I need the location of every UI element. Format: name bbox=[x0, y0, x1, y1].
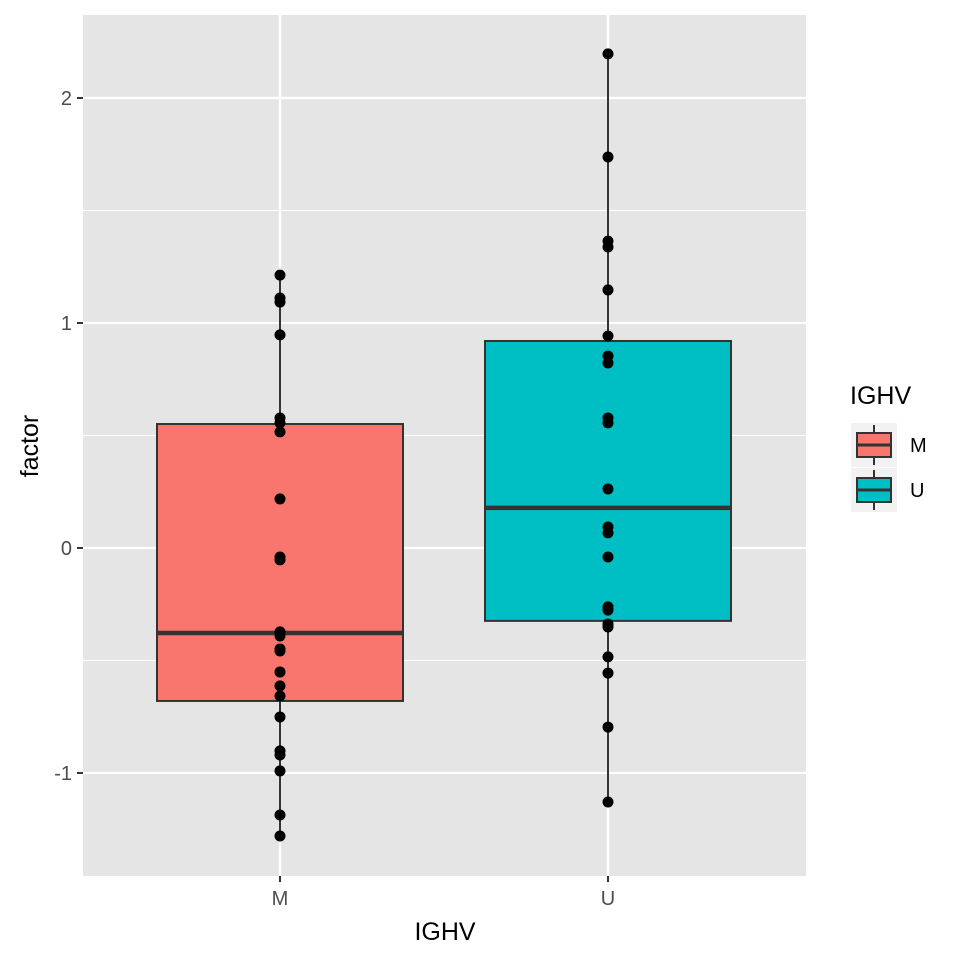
data-point bbox=[602, 483, 614, 495]
data-point bbox=[274, 426, 286, 438]
y-tick-label: 1 bbox=[61, 313, 72, 335]
data-point bbox=[274, 296, 286, 308]
data-point bbox=[602, 241, 614, 253]
data-point bbox=[602, 48, 614, 60]
data-point bbox=[602, 330, 614, 342]
legend-label: U bbox=[910, 480, 924, 502]
data-point bbox=[274, 417, 286, 429]
data-point bbox=[274, 765, 286, 777]
data-point bbox=[602, 284, 614, 296]
data-point bbox=[602, 621, 614, 633]
data-point bbox=[274, 830, 286, 842]
data-point bbox=[274, 554, 286, 566]
y-tick-label: 2 bbox=[61, 88, 72, 110]
box-U bbox=[484, 339, 732, 622]
x-axis-title: IGHV bbox=[414, 918, 475, 946]
data-point bbox=[274, 630, 286, 642]
data-point bbox=[274, 666, 286, 678]
data-point bbox=[602, 417, 614, 429]
x-tick-label: M bbox=[272, 888, 289, 910]
data-point bbox=[274, 690, 286, 702]
data-point bbox=[274, 809, 286, 821]
legend-title: IGHV bbox=[850, 382, 911, 410]
data-point bbox=[274, 269, 286, 281]
y-axis-title: factor bbox=[16, 415, 44, 478]
data-point bbox=[274, 680, 286, 692]
data-point bbox=[602, 651, 614, 663]
data-point bbox=[602, 551, 614, 563]
legend-label: M bbox=[910, 435, 927, 457]
legend: IGHV M U bbox=[850, 382, 927, 512]
data-point bbox=[274, 711, 286, 723]
x-tick-label: U bbox=[601, 888, 615, 910]
data-point bbox=[602, 527, 614, 539]
box-group-U bbox=[484, 48, 732, 808]
data-point bbox=[274, 329, 286, 341]
data-point bbox=[602, 604, 614, 616]
data-point bbox=[274, 645, 286, 657]
data-point bbox=[274, 749, 286, 761]
data-point bbox=[602, 721, 614, 733]
data-point bbox=[602, 357, 614, 369]
data-point bbox=[602, 151, 614, 163]
data-point bbox=[602, 796, 614, 808]
box-group-M bbox=[156, 269, 404, 842]
y-tick-label: 0 bbox=[61, 538, 72, 560]
y-tick-label: -1 bbox=[54, 763, 72, 785]
data-point bbox=[602, 667, 614, 679]
data-point bbox=[274, 493, 286, 505]
